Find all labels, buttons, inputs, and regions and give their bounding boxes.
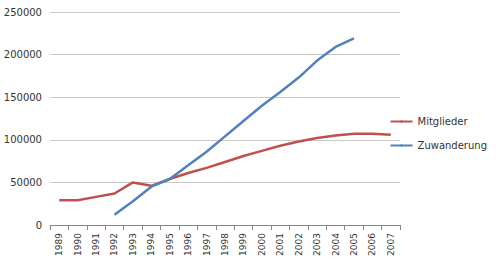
svg-text:1989: 1989 [54, 233, 64, 256]
svg-text:2005: 2005 [349, 233, 359, 256]
svg-text:1991: 1991 [91, 233, 101, 256]
svg-text:2006: 2006 [367, 233, 377, 256]
svg-text:Zuwanderung: Zuwanderung [418, 140, 487, 151]
svg-text:0: 0 [36, 220, 42, 231]
svg-text:1997: 1997 [202, 233, 212, 256]
svg-text:1995: 1995 [165, 233, 175, 256]
svg-text:Mitglieder: Mitglieder [418, 116, 469, 127]
svg-text:100000: 100000 [4, 134, 42, 145]
svg-text:2001: 2001 [275, 233, 285, 256]
svg-text:1996: 1996 [183, 233, 193, 256]
svg-text:2002: 2002 [294, 233, 304, 256]
svg-text:150000: 150000 [4, 92, 42, 103]
svg-text:1999: 1999 [238, 233, 248, 256]
svg-text:2004: 2004 [331, 233, 341, 256]
svg-text:1994: 1994 [146, 233, 156, 256]
svg-text:2000: 2000 [257, 233, 267, 256]
svg-text:200000: 200000 [4, 49, 42, 60]
svg-text:1990: 1990 [73, 233, 83, 256]
svg-text:1992: 1992 [109, 233, 119, 256]
svg-text:1993: 1993 [128, 233, 138, 256]
svg-text:2003: 2003 [312, 233, 322, 256]
svg-text:2007: 2007 [386, 233, 396, 256]
svg-text:250000: 250000 [4, 7, 42, 18]
svg-text:50000: 50000 [10, 177, 42, 188]
svg-text:1998: 1998 [220, 233, 230, 256]
